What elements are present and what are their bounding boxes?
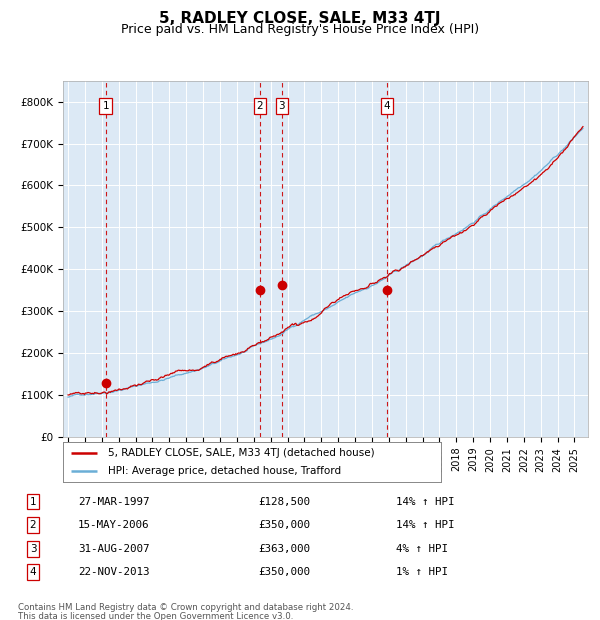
Text: 22-NOV-2013: 22-NOV-2013 (78, 567, 149, 577)
Text: 5, RADLEY CLOSE, SALE, M33 4TJ (detached house): 5, RADLEY CLOSE, SALE, M33 4TJ (detached… (109, 448, 375, 458)
Text: 4: 4 (384, 101, 391, 111)
Text: £350,000: £350,000 (258, 567, 310, 577)
Text: 2: 2 (257, 101, 263, 111)
Text: Price paid vs. HM Land Registry's House Price Index (HPI): Price paid vs. HM Land Registry's House … (121, 23, 479, 36)
Text: £350,000: £350,000 (258, 520, 310, 530)
Text: 4% ↑ HPI: 4% ↑ HPI (396, 544, 448, 554)
Text: Contains HM Land Registry data © Crown copyright and database right 2024.: Contains HM Land Registry data © Crown c… (18, 603, 353, 612)
Text: 3: 3 (278, 101, 285, 111)
Text: 27-MAR-1997: 27-MAR-1997 (78, 497, 149, 507)
Text: 1: 1 (29, 497, 37, 507)
Text: 1: 1 (103, 101, 109, 111)
Text: £363,000: £363,000 (258, 544, 310, 554)
Text: £128,500: £128,500 (258, 497, 310, 507)
Text: HPI: Average price, detached house, Trafford: HPI: Average price, detached house, Traf… (109, 466, 341, 477)
Text: 5, RADLEY CLOSE, SALE, M33 4TJ: 5, RADLEY CLOSE, SALE, M33 4TJ (159, 11, 441, 25)
Text: 4: 4 (29, 567, 37, 577)
Text: 1% ↑ HPI: 1% ↑ HPI (396, 567, 448, 577)
Text: 15-MAY-2006: 15-MAY-2006 (78, 520, 149, 530)
Text: 14% ↑ HPI: 14% ↑ HPI (396, 520, 455, 530)
Text: 14% ↑ HPI: 14% ↑ HPI (396, 497, 455, 507)
Text: 2: 2 (29, 520, 37, 530)
Text: 31-AUG-2007: 31-AUG-2007 (78, 544, 149, 554)
Text: This data is licensed under the Open Government Licence v3.0.: This data is licensed under the Open Gov… (18, 612, 293, 620)
Text: 3: 3 (29, 544, 37, 554)
